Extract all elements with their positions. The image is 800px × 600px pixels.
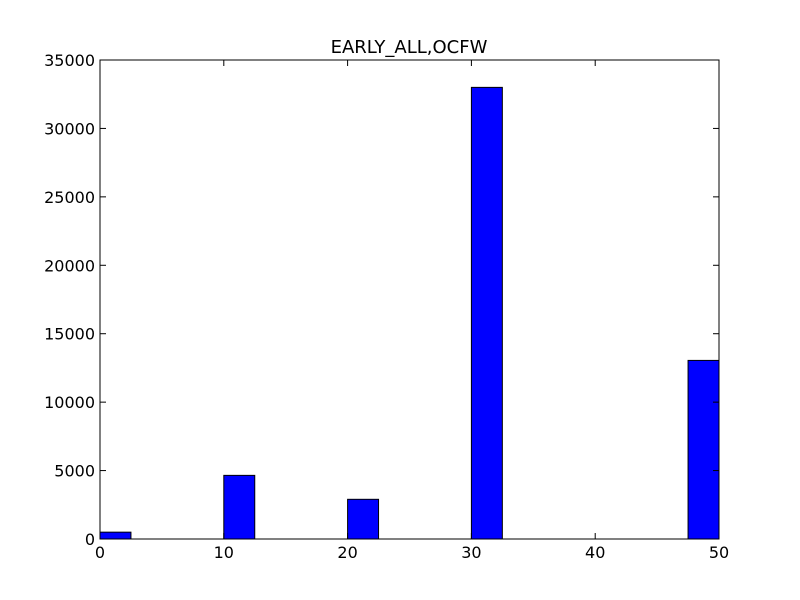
- histogram-bar-2: [347, 498, 380, 540]
- histogram-bar-1: [223, 474, 256, 540]
- y-tick-label-3: 15000: [44, 325, 95, 344]
- x-tick-label-1: 10: [214, 543, 234, 562]
- x-tick-label-0: 0: [95, 543, 105, 562]
- y-tick-label-7: 35000: [44, 51, 95, 70]
- bars-layer: [99, 86, 720, 540]
- y-tick-label-0: 0: [85, 530, 95, 549]
- x-tick-label-3: 30: [461, 543, 481, 562]
- ticks-layer: [99, 59, 720, 540]
- x-tick-label-5: 50: [709, 543, 729, 562]
- y-tick-label-4: 20000: [44, 256, 95, 275]
- x-tick-label-4: 40: [585, 543, 605, 562]
- y-tick-label-6: 30000: [44, 119, 95, 138]
- y-tick-label-2: 10000: [44, 393, 95, 412]
- y-tick-label-5: 25000: [44, 188, 95, 207]
- plot-frame: [99, 59, 720, 540]
- histogram-bar-4: [687, 359, 720, 540]
- histogram-bar-3: [470, 86, 503, 540]
- chart-title: EARLY_ALL,OCFW: [331, 37, 488, 58]
- y-tick-label-1: 5000: [54, 462, 95, 481]
- tick-labels-layer: 0 10 20 30 40 50 0 5000 10000 15000 20000 25000 3000…: [44, 51, 729, 562]
- x-tick-label-2: 20: [337, 543, 357, 562]
- histogram-bar-0: [99, 531, 132, 540]
